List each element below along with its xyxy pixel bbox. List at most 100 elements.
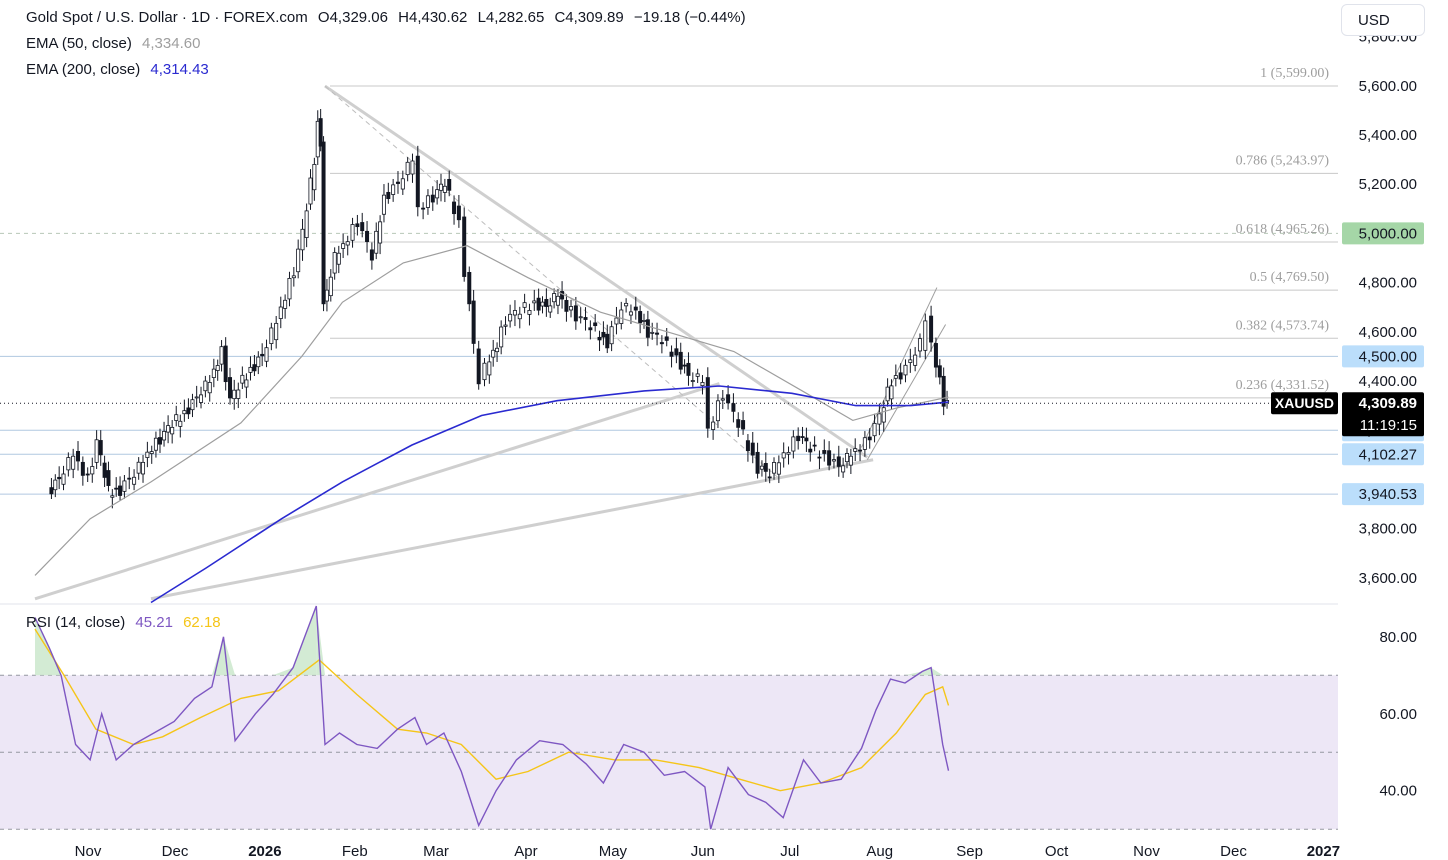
candle-body [503, 324, 508, 327]
candle-body [207, 382, 212, 394]
candle-body [908, 359, 913, 363]
lower-trendline-1 [34, 382, 720, 601]
x-axis-tick-label: Apr [514, 843, 537, 860]
candle-body [755, 451, 760, 474]
y-axis-tick-label: 3,800.00 [1359, 521, 1417, 538]
rsi-legend[interactable]: RSI (14, close) 45.21 62.18 [26, 614, 221, 631]
symbol-line[interactable]: Gold Spot / U.S. Dollar · 1D · FOREX.com [26, 9, 308, 26]
candle-body [638, 311, 643, 324]
rsi-axis-tick-label: 80.00 [1379, 629, 1417, 646]
price-level-tag [1342, 345, 1424, 368]
candle-body [664, 336, 669, 341]
rsi-ma-value: 62.18 [183, 614, 221, 631]
low-value: L4,282.65 [477, 9, 545, 26]
candle-body [405, 161, 410, 176]
candle-body [609, 326, 614, 345]
candle-body [633, 306, 638, 311]
candle-body [655, 332, 660, 335]
candle-body [132, 476, 137, 485]
fib-label: 0.382 (4,573.74) [1236, 318, 1330, 333]
candle-body [917, 338, 922, 352]
candle-body [110, 495, 115, 498]
ema50-legend[interactable]: EMA (50, close) 4,334.60 [26, 35, 206, 52]
candle-body [889, 385, 894, 400]
candle-body [199, 394, 204, 403]
candle-body [80, 461, 85, 476]
rsi-overbought-fill [931, 667, 943, 676]
candle-body [499, 326, 504, 348]
candle-body [791, 436, 796, 452]
currency-button[interactable]: USD [1341, 4, 1425, 36]
channel-lower [866, 324, 947, 461]
candle-body [715, 400, 720, 422]
x-axis-tick-label: Sep [956, 843, 983, 860]
candle-body [741, 420, 746, 430]
candle-body [881, 407, 886, 423]
candle-body [269, 327, 274, 344]
candle-body [642, 320, 647, 322]
candle-body [841, 465, 846, 473]
change-value: −19.18 (−0.44%) [633, 9, 746, 26]
dashed-trendline [324, 85, 778, 478]
price-level-tag [1342, 443, 1424, 466]
candle-body [858, 449, 863, 452]
candle-body [614, 317, 619, 325]
x-axis-tick-label: Nov [1133, 843, 1160, 860]
candle-body [467, 271, 472, 305]
candle-body [831, 459, 836, 462]
high-value: H4,430.62 [398, 9, 468, 26]
candle-body [573, 305, 578, 322]
candle-body [442, 185, 447, 193]
price-level-tag-label: 4,500.00 [1359, 348, 1417, 365]
candle-body [597, 336, 602, 341]
candle-body [508, 313, 513, 322]
candle-body [659, 342, 664, 345]
candle-body [219, 346, 224, 365]
candle-body [211, 368, 216, 378]
ema200-legend[interactable]: EMA (200, close) 4,314.43 [26, 61, 215, 78]
candle-body [162, 431, 167, 441]
x-axis-tick-label: Aug [866, 843, 893, 860]
candle-body [240, 374, 245, 384]
rsi-axis-tick-label: 60.00 [1379, 706, 1417, 723]
rsi-line [34, 605, 950, 830]
price-level-tag-label: 3,940.53 [1359, 486, 1417, 503]
candle-body [941, 375, 946, 407]
candle-body [114, 487, 119, 490]
candle-body [190, 399, 195, 411]
chart-legend: Gold Spot / U.S. Dollar · 1D · FOREX.com… [26, 9, 752, 26]
candle-body [893, 375, 898, 379]
candle-body [98, 440, 103, 456]
candle-body [848, 455, 853, 466]
symbol-tag [1271, 392, 1338, 415]
candle-body [686, 362, 691, 376]
lower-trendline-2 [150, 458, 874, 601]
candle-body [674, 348, 679, 356]
candle-body [731, 403, 736, 412]
candle-body [153, 437, 158, 451]
candle-body [435, 189, 440, 199]
candle-body [236, 389, 241, 399]
candle-body [564, 299, 569, 312]
candle-body [482, 362, 487, 381]
candle-body [767, 476, 772, 479]
candle-body [228, 377, 233, 399]
candle-body [836, 456, 841, 467]
candle-body [141, 461, 146, 475]
x-axis-tick-label: Mar [423, 843, 449, 860]
candle-body [711, 421, 716, 430]
candle-body [122, 480, 127, 492]
price-level-tag-label: 5,000.00 [1359, 225, 1417, 242]
candle-body [929, 315, 934, 343]
candle-body [700, 382, 705, 386]
x-axis-tick-label: 2027 [1307, 843, 1340, 860]
candle-body [937, 365, 942, 378]
candle-body [619, 309, 624, 324]
close-value: C4,309.89 [554, 9, 624, 26]
candle-body [763, 463, 768, 472]
candle-body [726, 394, 731, 404]
candle-body [145, 451, 150, 458]
fib-label: 0.5 (4,769.50) [1250, 270, 1330, 285]
candle-body [324, 289, 329, 302]
